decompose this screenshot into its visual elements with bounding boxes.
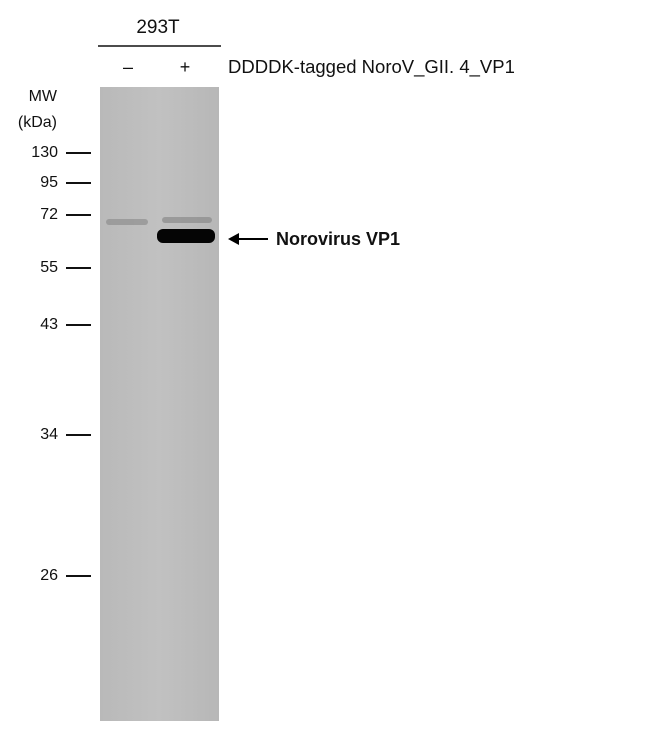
mw-marker: 34	[40, 426, 58, 443]
band-label: Norovirus VP1	[276, 229, 400, 249]
faint-band	[162, 217, 212, 223]
mw-marker: 72	[40, 206, 58, 223]
mw-unit: (kDa)	[18, 114, 57, 131]
lane-label: +	[180, 57, 191, 77]
mw-label: MW	[29, 88, 58, 105]
mw-marker: 26	[40, 567, 58, 584]
mw-marker: 95	[40, 174, 58, 191]
lane-label: –	[123, 57, 133, 77]
gel	[100, 87, 219, 721]
strong-band	[157, 229, 215, 243]
faint-band	[106, 219, 148, 225]
mw-marker: 55	[40, 259, 58, 276]
mw-marker: 130	[31, 144, 58, 161]
mw-marker: 43	[40, 316, 58, 333]
treatment-label: DDDDK-tagged NoroV_GII. 4_VP1	[228, 56, 515, 78]
arrow-head	[228, 233, 239, 245]
cell-line: 293T	[136, 17, 180, 38]
